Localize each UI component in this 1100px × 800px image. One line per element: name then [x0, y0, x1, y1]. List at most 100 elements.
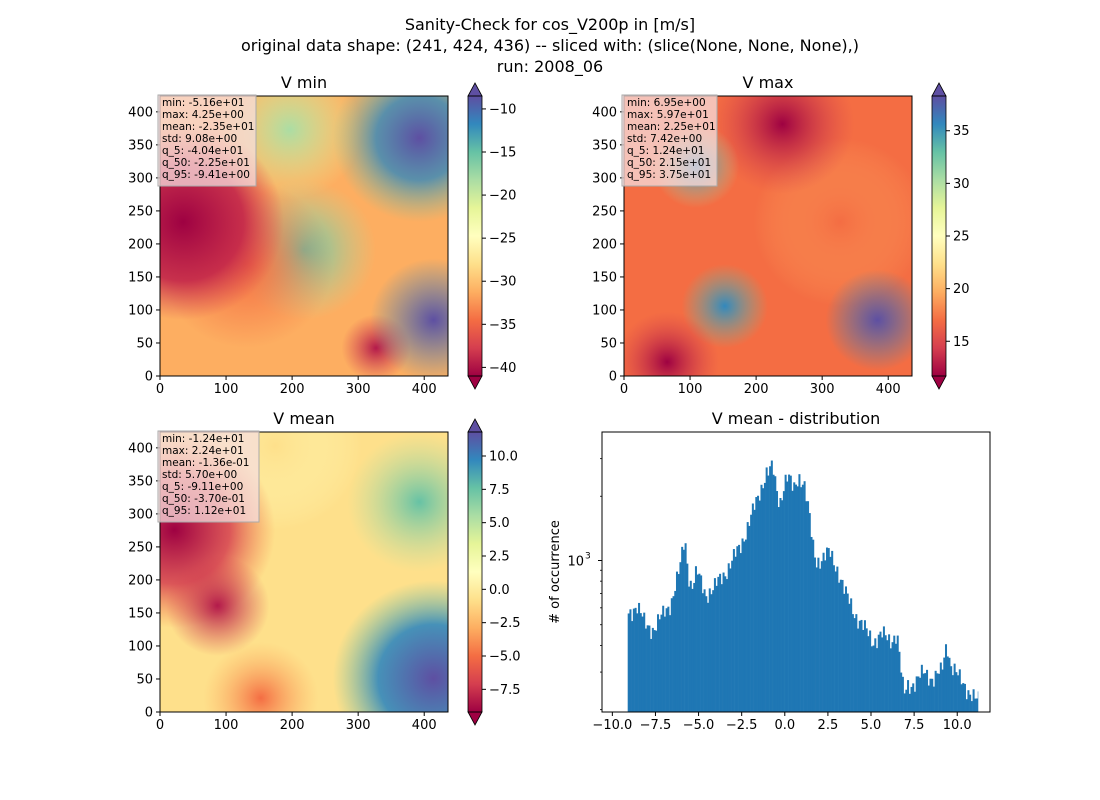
histogram-bar — [831, 550, 834, 712]
histogram-bar — [834, 571, 837, 712]
x-tick-label: 0 — [620, 382, 628, 397]
stats-line-mean: mean: -2.35e+01 — [162, 121, 254, 133]
x-tick-label: 0.0 — [774, 718, 795, 733]
stats-line-std: std: 5.70e+00 — [162, 469, 237, 481]
histogram-bar — [774, 476, 777, 712]
histogram-bar — [712, 590, 715, 712]
histogram-bar — [865, 628, 868, 712]
histogram-bar — [777, 507, 780, 712]
stats-line-q95: q_95: 3.75e+01 — [627, 169, 711, 181]
stats-line-std: std: 7.42e+00 — [627, 133, 702, 145]
colorbar-gradient — [468, 96, 482, 376]
histogram-bar — [677, 574, 680, 712]
histogram-bar — [932, 686, 935, 712]
histogram-bar — [658, 619, 661, 712]
histogram-bar — [922, 673, 925, 712]
colorbar-tick-label: 30 — [953, 177, 970, 192]
colorbar-tick-label: 15 — [953, 335, 970, 350]
histogram-bar — [843, 593, 846, 712]
histogram-bar — [689, 580, 692, 712]
histogram-bar — [924, 673, 927, 712]
x-tick-label: −7.5 — [640, 718, 672, 733]
histogram-bar — [944, 644, 948, 712]
histogram-bar — [813, 557, 816, 712]
histogram-bar — [810, 536, 813, 712]
x-tick-labels: 0 100 200 300 400 — [156, 376, 437, 397]
histogram-bar — [675, 571, 679, 712]
histogram-bar — [967, 690, 970, 712]
histogram-bar — [707, 602, 710, 712]
y-tick-label-base: 10 — [567, 554, 584, 569]
histogram-bar — [770, 460, 773, 712]
histogram-bar — [894, 643, 898, 712]
histogram-bar — [769, 466, 772, 712]
histogram-bar — [758, 500, 761, 712]
y-tick-label: 200 — [128, 573, 153, 588]
stats-line-q50: q_50: -3.70e-01 — [162, 493, 245, 505]
histogram-bar — [941, 669, 944, 712]
histogram-bar — [782, 491, 785, 712]
colorbar-extend-min — [467, 711, 483, 726]
y-tick-label: 300 — [592, 171, 617, 186]
histogram-bar — [753, 509, 756, 712]
histogram-bar — [877, 634, 880, 712]
histogram-bar — [772, 474, 775, 712]
histogram-bar — [682, 549, 685, 712]
histogram-bar — [926, 669, 929, 712]
histogram-bar — [627, 613, 630, 712]
histogram-bar — [958, 669, 961, 712]
colorbar-tick-label: 5.0 — [489, 516, 510, 531]
histogram-bar — [663, 616, 666, 712]
histogram-bar — [791, 490, 794, 712]
histogram-bar — [684, 543, 687, 712]
histogram-bar — [907, 680, 910, 712]
y-tick-label: 0 — [145, 706, 153, 721]
x-tick-label: 300 — [346, 382, 371, 397]
y-tick-label: 250 — [128, 204, 153, 219]
histogram-bar — [729, 568, 732, 712]
histogram-bar — [738, 544, 741, 712]
x-tick-label: 400 — [412, 718, 437, 733]
y-tick-label: 200 — [592, 237, 617, 252]
histogram-bar — [639, 613, 642, 712]
histogram-bar — [900, 672, 903, 712]
histogram-bar — [648, 625, 651, 712]
y-tick-label: 150 — [128, 270, 153, 285]
histogram-bar — [734, 556, 737, 712]
histogram-bar — [827, 548, 830, 712]
histogram-bar — [755, 497, 758, 712]
histogram-bar — [779, 498, 782, 712]
figure-title-line-2: original data shape: (241, 424, 436) -- … — [241, 36, 859, 55]
histogram-bar — [915, 676, 918, 712]
x-tick-labels: −10.0 −7.5 −5.0 −2.5 0.0 2.5 5.0 7.5 10.0 — [592, 712, 972, 733]
histogram-bar — [722, 572, 725, 712]
histogram-bar — [946, 656, 949, 712]
histogram-bar — [651, 627, 654, 712]
histogram-bar — [912, 683, 915, 712]
histogram-bar — [710, 594, 713, 712]
histogram-bar — [888, 634, 891, 712]
x-tick-label: 5.0 — [861, 718, 882, 733]
histogram-bar — [960, 684, 963, 712]
histogram-bar — [672, 596, 675, 712]
colorbar-tick-label: −25 — [489, 232, 516, 247]
colorbar-frame — [467, 95, 483, 377]
histogram-bar — [841, 579, 844, 712]
histogram-bar — [760, 484, 763, 712]
histogram-bar — [919, 677, 922, 712]
histogram-bar — [763, 482, 766, 712]
histogram-bar — [794, 484, 797, 712]
histogram-bar — [694, 566, 697, 712]
histogram-bar — [765, 467, 768, 712]
colorbar-tick-label: 2.5 — [489, 550, 510, 565]
histogram-bar — [746, 522, 749, 712]
histogram-bar — [962, 683, 965, 712]
histogram-bar — [850, 598, 853, 712]
histogram-bar — [903, 693, 906, 712]
histogram-bar — [881, 637, 884, 712]
x-tick-label: 100 — [214, 382, 239, 397]
heatmap-image — [160, 432, 448, 712]
histogram-bar — [700, 575, 703, 712]
colorbar-tick-label: −35 — [489, 318, 516, 333]
histogram-bar — [963, 683, 966, 712]
